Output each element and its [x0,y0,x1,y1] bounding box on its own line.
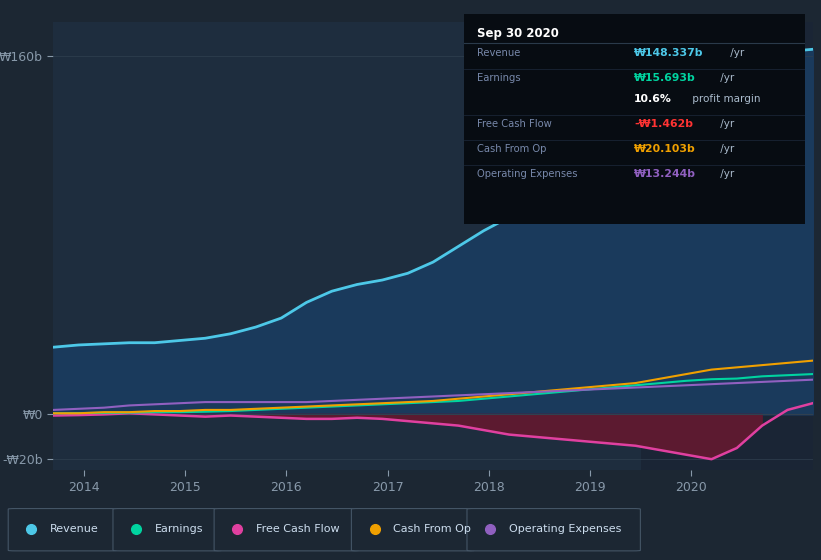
Text: profit margin: profit margin [689,94,760,104]
Text: Sep 30 2020: Sep 30 2020 [478,27,559,40]
Bar [640,22,813,470]
Text: ₩13.244b: ₩13.244b [635,169,696,179]
Text: ₩20.103b: ₩20.103b [635,144,696,154]
FancyBboxPatch shape [8,508,117,551]
Text: /yr: /yr [718,119,735,129]
FancyBboxPatch shape [351,508,475,551]
Text: 10.6%: 10.6% [635,94,672,104]
FancyBboxPatch shape [113,508,222,551]
Text: Earnings: Earnings [155,524,204,534]
Text: Operating Expenses: Operating Expenses [478,169,578,179]
FancyBboxPatch shape [214,508,359,551]
Text: /yr: /yr [718,144,735,154]
Text: ₩148.337b: ₩148.337b [635,48,704,58]
Text: Free Cash Flow: Free Cash Flow [478,119,553,129]
FancyBboxPatch shape [467,508,640,551]
Text: /yr: /yr [727,48,744,58]
Text: ₩15.693b: ₩15.693b [635,73,696,83]
Text: /yr: /yr [718,169,735,179]
Text: Earnings: Earnings [478,73,521,83]
Text: Revenue: Revenue [478,48,521,58]
Text: Cash From Op: Cash From Op [478,144,547,154]
Text: /yr: /yr [718,73,735,83]
Text: Cash From Op: Cash From Op [393,524,471,534]
Text: -₩1.462b: -₩1.462b [635,119,693,129]
Text: Revenue: Revenue [50,524,99,534]
Text: Operating Expenses: Operating Expenses [509,524,621,534]
Text: Free Cash Flow: Free Cash Flow [256,524,340,534]
